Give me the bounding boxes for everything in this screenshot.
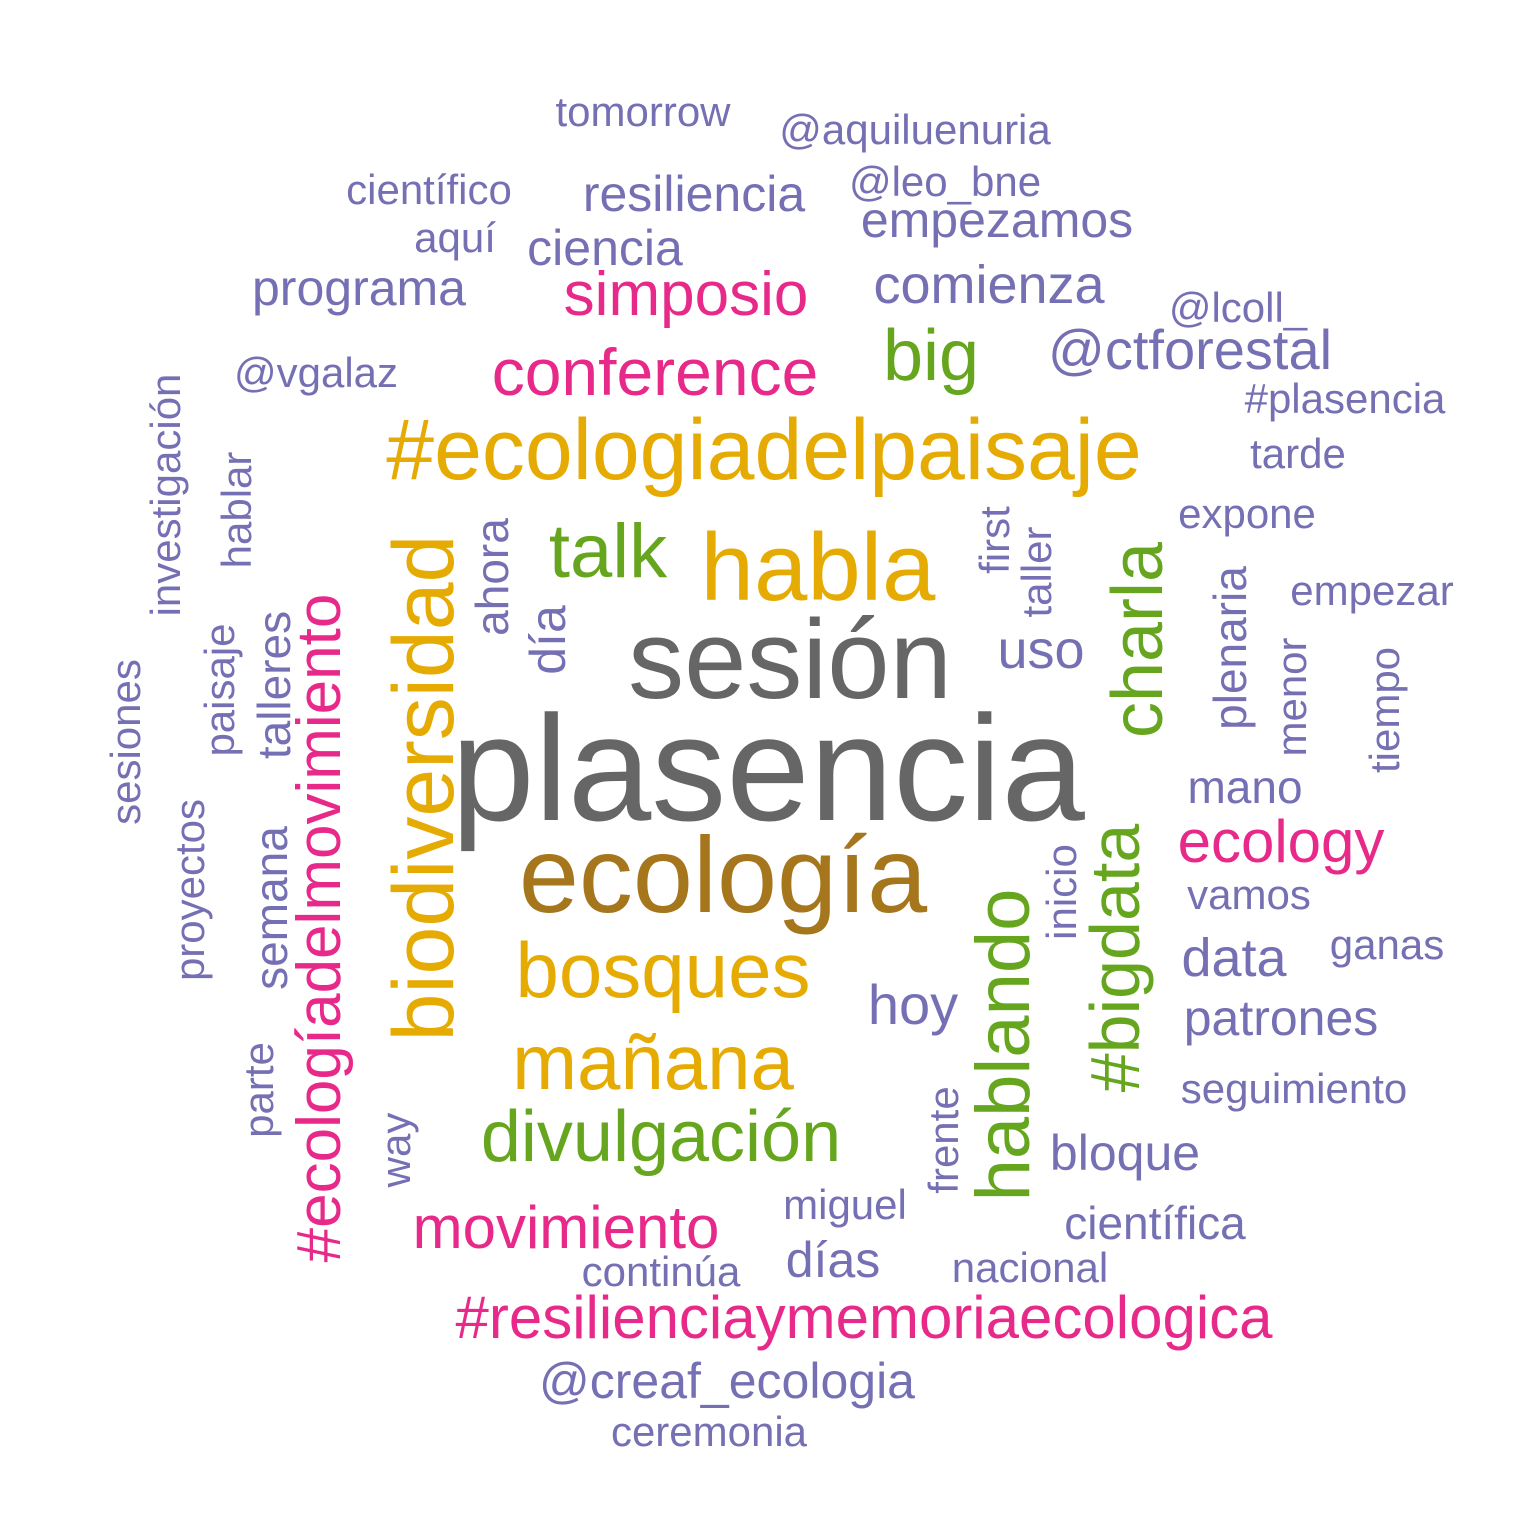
word-expone: expone (1178, 490, 1316, 537)
word-plenaria: plenaria (1204, 566, 1256, 730)
word-sesiones: sesiones (102, 659, 149, 825)
word-way: way (372, 1112, 419, 1188)
word-empezamos: empezamos (860, 192, 1134, 248)
word-conference: conference (491, 335, 819, 409)
word-mano: mano (1187, 761, 1303, 813)
word-simposio: simposio (563, 260, 809, 329)
word-ganas: ganas (1329, 921, 1445, 968)
word-programa: programa (252, 260, 466, 316)
word-continua: continúa (581, 1248, 741, 1295)
word-resiliencia: resiliencia (582, 166, 806, 222)
word-ceremonia: ceremonia (610, 1408, 808, 1455)
word-sesion: sesión (628, 597, 952, 722)
word-dias: días (785, 1232, 881, 1288)
word-paisaje: paisaje (196, 623, 243, 757)
word-leo-bne: @leo_bne (848, 158, 1042, 205)
word-tiempo: tiempo (1361, 646, 1408, 774)
word-taller: taller (1013, 526, 1060, 618)
word-hablar: hablar (213, 451, 260, 569)
word-talk: talk (548, 509, 668, 594)
word-manana: mañana (512, 1018, 794, 1106)
word-biodiversidad: biodiversidad (376, 534, 472, 1042)
word-resilienciaymemoriaecologica: #resilienciaymemoriaecologica (455, 1284, 1273, 1351)
word-bosques: bosques (515, 926, 811, 1014)
word-parte: parte (235, 1042, 282, 1138)
word-talleres: talleres (248, 610, 300, 760)
word-bloque: bloque (1049, 1125, 1201, 1181)
word-tomorrow: tomorrow (555, 88, 731, 135)
word-miguel: miguel (783, 1181, 907, 1228)
word-cientifico: científico (346, 166, 512, 213)
word-big: big (882, 316, 980, 396)
word-hoy: hoy (867, 973, 959, 1036)
word-hablando: hablando (961, 888, 1046, 1202)
word-habla: habla (700, 514, 936, 621)
word-creaf-ecologia: @creaf_ecologia (539, 1353, 915, 1409)
word-semana: semana (245, 826, 297, 990)
word-ecologia: ecología (518, 814, 928, 935)
word-seguimiento: seguimiento (1180, 1065, 1408, 1112)
word-ecology: ecology (1177, 808, 1385, 875)
word-empezar: empezar (1290, 567, 1454, 614)
word-data: data (1181, 928, 1287, 988)
word-menor: menor (1268, 637, 1315, 757)
word-comienza: comienza (873, 255, 1105, 315)
word-aquiluenuria: @aquiluenuria (779, 106, 1051, 153)
word-plasencia: plasencia (451, 684, 1085, 852)
word-ctforestal: @ctforestal (1047, 318, 1333, 381)
word-aqui: aquí (414, 214, 496, 261)
word-vamos: vamos (1187, 871, 1311, 918)
word-investigacion: investigación (142, 373, 189, 617)
word-uso: uso (997, 620, 1085, 680)
word-divulgacion: divulgación (480, 1097, 842, 1177)
word-vgalaz: @vgalaz (233, 349, 399, 396)
word-hashtag-plasencia: #plasencia (1244, 375, 1446, 422)
word-tarde: tarde (1250, 430, 1346, 477)
word-ahora: ahora (466, 518, 518, 636)
word-movimiento: movimiento (412, 1194, 720, 1261)
word-first: first (971, 506, 1018, 574)
word-ecologiadelpaisaje: #ecologiadelpaisaje (386, 402, 1142, 498)
word-bigdata: #bigdata (1076, 823, 1154, 1093)
word-frente: frente (920, 1086, 967, 1194)
word-inicio: inicio (1038, 844, 1085, 940)
word-lcoll: @lcoll_ (1168, 284, 1308, 331)
word-cientifica: científica (1064, 1197, 1246, 1249)
word-ciencia: ciencia (527, 220, 683, 276)
word-nacional: nacional (951, 1244, 1109, 1291)
word-dia: día (520, 605, 576, 675)
word-patrones: patrones (1183, 990, 1379, 1046)
word-proyectos: proyectos (166, 798, 213, 982)
word-charla: charla (1098, 541, 1178, 739)
